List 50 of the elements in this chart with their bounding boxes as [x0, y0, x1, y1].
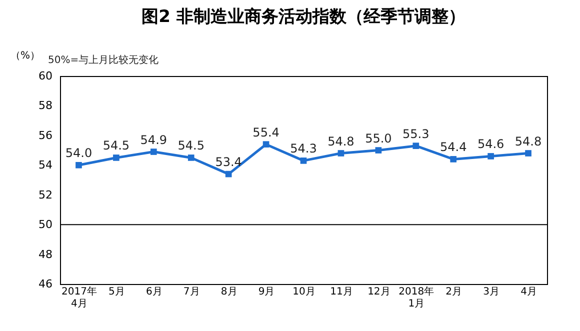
point [262, 141, 270, 148]
chart-title: 图2 非制造业商务活动指数（经季节调整） [142, 7, 466, 27]
point [150, 148, 157, 155]
point [225, 170, 232, 178]
y-axis-title: （%） [10, 50, 40, 62]
y-tick-label: 54 [38, 158, 52, 172]
data-label: 54.8 [328, 134, 354, 148]
point [375, 147, 382, 154]
point [450, 156, 457, 162]
point [300, 158, 307, 164]
data-label: 53.4 [215, 155, 242, 170]
data-label: 54.9 [140, 132, 168, 147]
data-label: 54.5 [102, 138, 130, 153]
x-tick-label: 10月 [292, 286, 316, 298]
data-label: 54.6 [477, 137, 504, 152]
y-tick-label: 46 [38, 278, 52, 290]
data-label: 55.0 [365, 131, 392, 146]
data-label: 54.3 [290, 142, 317, 156]
x-tick-label: 6月 [146, 286, 162, 298]
x-tick-label: 7月 [183, 286, 200, 298]
data-label: 55.3 [402, 126, 430, 141]
x-tick-label: 9月 [258, 286, 275, 298]
data-label: 54.0 [65, 146, 92, 160]
point [188, 154, 194, 161]
x-tick-label: 12月 [368, 286, 390, 298]
y-tick-label: 56 [38, 128, 52, 142]
point [412, 142, 420, 149]
text: 50%=与上月比较无变化 [48, 54, 159, 66]
x-tick-label: 2018年 1月 [398, 286, 434, 310]
point [76, 162, 82, 168]
x-tick-label: 8月 [220, 286, 238, 298]
y-tick-label: 58 [38, 99, 52, 112]
x-tick-label: 2月 [446, 286, 462, 298]
point [338, 150, 344, 156]
data-label: 54.5 [178, 138, 204, 153]
point [525, 150, 532, 156]
y-tick-label: 48 [38, 248, 52, 261]
point [488, 153, 494, 160]
x-tick-label: 4月 [520, 286, 537, 298]
data-label: 54.8 [514, 134, 542, 148]
point [113, 154, 120, 161]
y-tick-label: 50 [38, 218, 52, 232]
x-tick-label: 2017年 4月 [62, 286, 97, 310]
x-tick-label: 3月 [483, 286, 500, 298]
data-label: 55.4 [252, 125, 280, 140]
x-tick-label: 5月 [108, 286, 125, 298]
data-label: 54.4 [440, 140, 467, 154]
y-tick-label: 60 [38, 70, 52, 82]
y-tick-label: 52 [38, 188, 52, 202]
x-tick-label: 11月 [330, 286, 353, 298]
